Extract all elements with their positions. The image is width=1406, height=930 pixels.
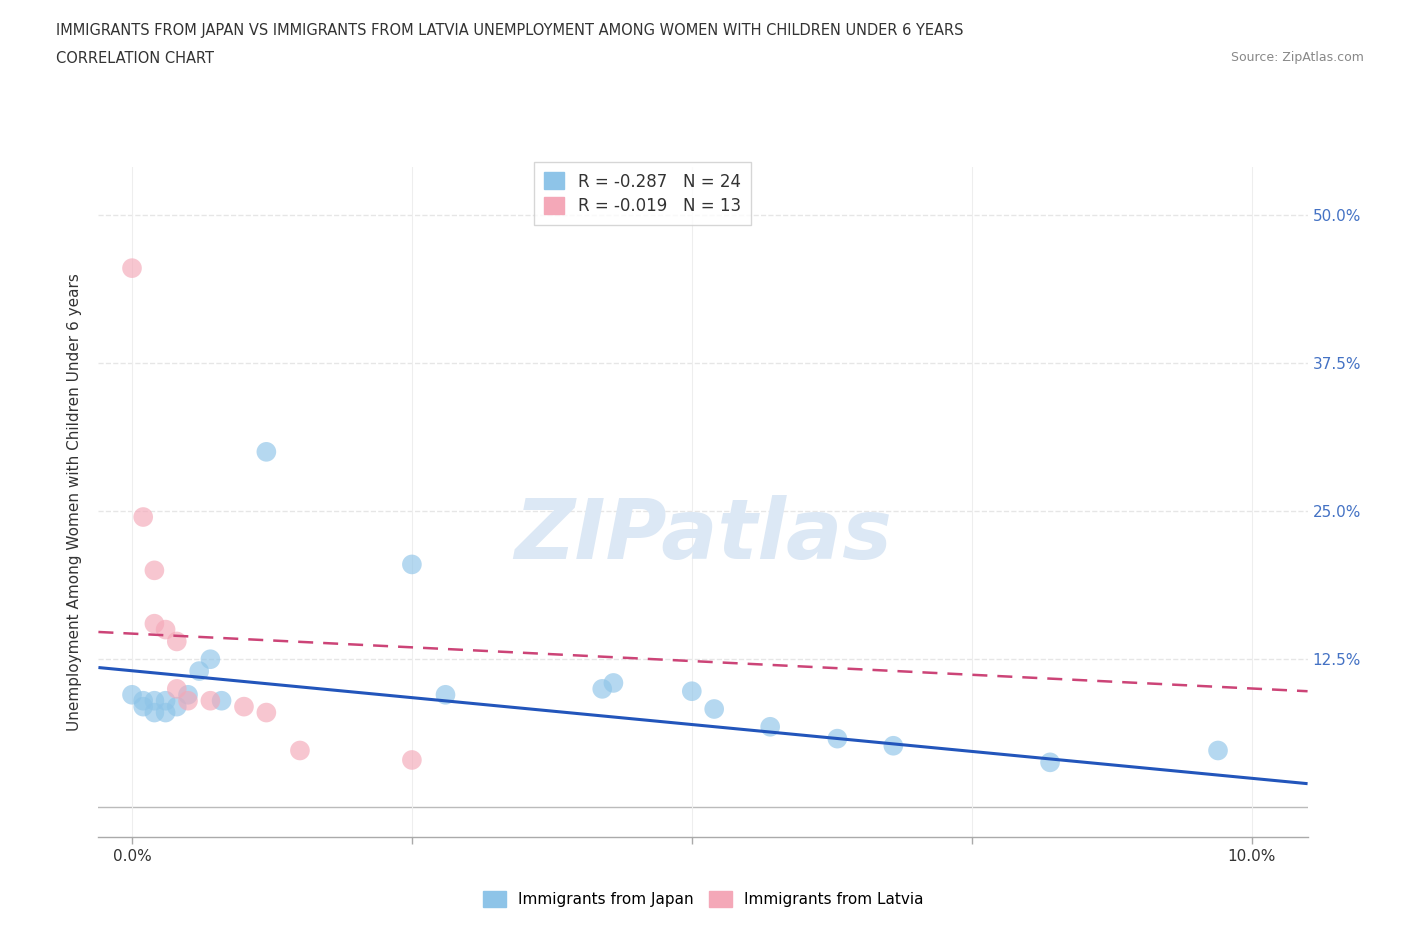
Point: [143, 705, 166, 720]
Point: [254, 445, 277, 459]
Point: [602, 675, 624, 690]
Point: [166, 682, 188, 697]
Point: [188, 664, 211, 679]
Point: [143, 693, 166, 708]
Legend: Immigrants from Japan, Immigrants from Latvia: Immigrants from Japan, Immigrants from L…: [477, 884, 929, 913]
Point: [703, 701, 725, 716]
Text: Source: ZipAtlas.com: Source: ZipAtlas.com: [1230, 51, 1364, 64]
Point: [121, 260, 143, 275]
Point: [132, 693, 155, 708]
Text: ZIPatlas: ZIPatlas: [515, 495, 891, 577]
Text: CORRELATION CHART: CORRELATION CHART: [56, 51, 214, 66]
Point: [200, 693, 222, 708]
Point: [155, 693, 177, 708]
Point: [288, 743, 311, 758]
Point: [434, 687, 457, 702]
Point: [401, 557, 423, 572]
Point: [759, 719, 782, 734]
Point: [177, 687, 200, 702]
Point: [401, 752, 423, 767]
Point: [827, 731, 849, 746]
Point: [882, 738, 904, 753]
Text: IMMIGRANTS FROM JAPAN VS IMMIGRANTS FROM LATVIA UNEMPLOYMENT AMONG WOMEN WITH CH: IMMIGRANTS FROM JAPAN VS IMMIGRANTS FROM…: [56, 23, 963, 38]
Point: [591, 682, 613, 697]
Point: [1039, 755, 1062, 770]
Point: [121, 687, 143, 702]
Point: [211, 693, 233, 708]
Point: [177, 693, 200, 708]
Point: [233, 699, 256, 714]
Point: [132, 699, 155, 714]
Point: [166, 699, 188, 714]
Legend: R = -0.287   N = 24, R = -0.019   N = 13: R = -0.287 N = 24, R = -0.019 N = 13: [534, 163, 751, 225]
Point: [143, 563, 166, 578]
Y-axis label: Unemployment Among Women with Children Under 6 years: Unemployment Among Women with Children U…: [67, 273, 83, 731]
Point: [254, 705, 277, 720]
Point: [200, 652, 222, 667]
Point: [1206, 743, 1229, 758]
Point: [155, 705, 177, 720]
Point: [132, 510, 155, 525]
Point: [155, 622, 177, 637]
Point: [681, 684, 703, 698]
Point: [143, 617, 166, 631]
Point: [166, 634, 188, 649]
